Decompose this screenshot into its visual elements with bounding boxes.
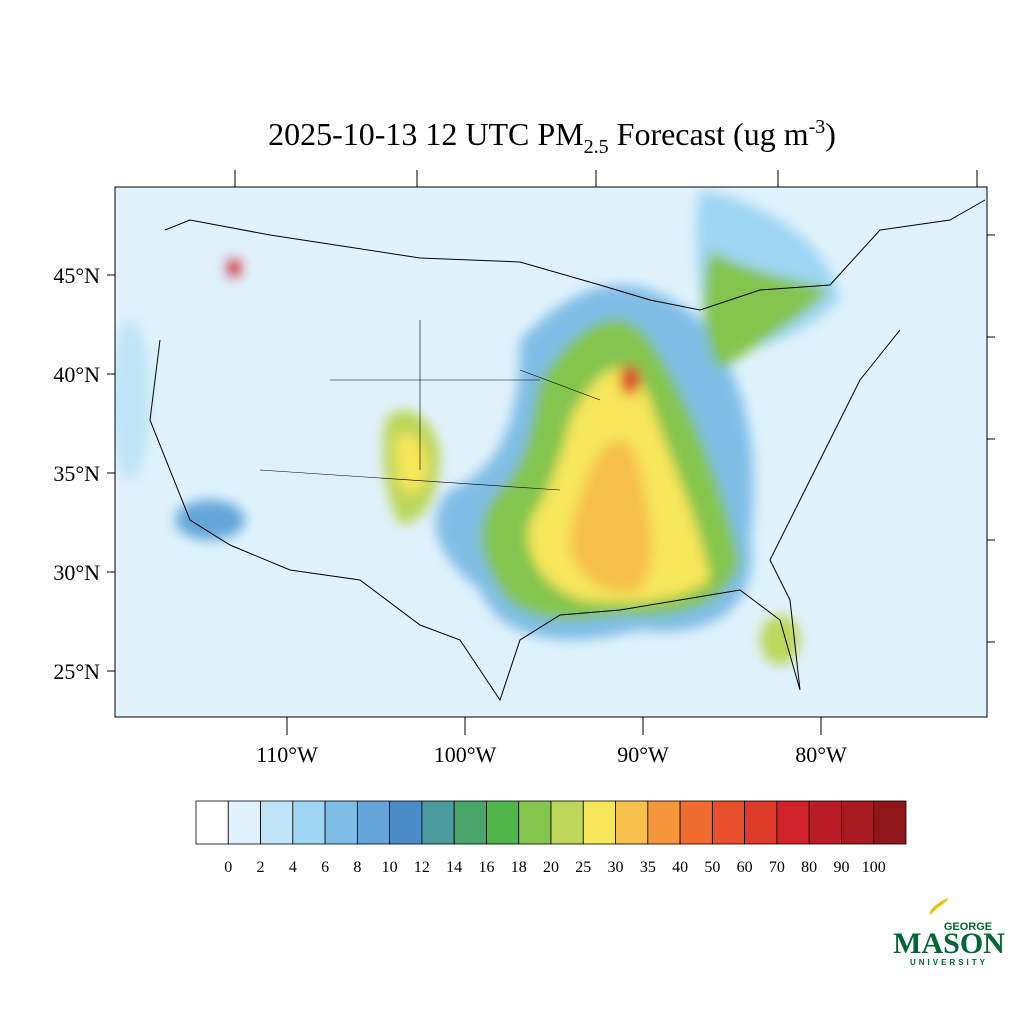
- colorbar-box: [873, 800, 907, 845]
- title-main: 2025-10-13 12 UTC PM: [268, 116, 584, 152]
- colorbar-box: [486, 800, 520, 845]
- colorbar-box: [808, 800, 842, 845]
- colorbar-label: 16: [478, 859, 494, 876]
- colorbar: 0 2 4 6 8 10 12 14 16 18 20 25 30 35 40 50 60 70 80 90 100: [195, 800, 907, 876]
- logo-top: GEORGE: [944, 921, 992, 933]
- map-field: [115, 187, 987, 717]
- title-rest: Forecast (ug m: [609, 116, 809, 152]
- title: 2025-10-13 12 UTC PM2.5 Forecast (ug m-3…: [268, 116, 836, 158]
- colorbar-box: [550, 800, 584, 845]
- colorbar-box: [292, 800, 326, 845]
- colorbar-label: 30: [608, 859, 624, 876]
- colorbar-label: 80: [801, 859, 817, 876]
- colorbar-label: 25: [575, 859, 591, 876]
- colorbar-label: 12: [414, 859, 430, 876]
- colorbar-label: 50: [704, 859, 720, 876]
- colorbar-box: [582, 800, 616, 845]
- logo: GEORGE MASON UNIVERSITY: [893, 898, 1005, 967]
- colorbar-box: [647, 800, 681, 845]
- colorbar-box: [615, 800, 649, 845]
- colorbar-box: [324, 800, 358, 845]
- colorbar-box: [453, 800, 487, 845]
- logo-bottom: UNIVERSITY: [910, 958, 988, 967]
- colorbar-label: 0: [224, 859, 232, 876]
- map-ticks: 45°N 40°N 35°N 30°N 25°N 110°W 100°W 90°W 80°W: [53, 170, 995, 767]
- title-sup: -3: [809, 116, 826, 138]
- colorbar-box: [421, 800, 455, 845]
- lat-label: 40°N: [53, 362, 100, 387]
- colorbar-label: 2: [257, 859, 265, 876]
- colorbar-box: [195, 800, 229, 845]
- map-frame: [114, 186, 988, 718]
- colorbar-label: 35: [640, 859, 656, 876]
- colorbar-label: 40: [672, 859, 688, 876]
- colorbar-box: [679, 800, 713, 845]
- lon-label: 100°W: [434, 742, 497, 767]
- colorbar-label: 20: [543, 859, 559, 876]
- title-sub: 2.5: [584, 136, 609, 158]
- colorbar-label: 14: [446, 859, 462, 876]
- colorbar-box: [744, 800, 778, 845]
- colorbar-label: 6: [321, 859, 329, 876]
- lon-label: 110°W: [256, 742, 318, 767]
- colorbar-box: [389, 800, 423, 845]
- logo-main: MASON: [893, 927, 1005, 960]
- colorbar-label: 90: [833, 859, 849, 876]
- colorbar-label: 10: [382, 859, 398, 876]
- colorbar-box: [260, 800, 294, 845]
- colorbar-box: [356, 800, 391, 845]
- lat-label: 30°N: [53, 560, 100, 585]
- colorbar-box: [518, 800, 552, 845]
- colorbar-label: 18: [511, 859, 527, 876]
- lat-label: 25°N: [53, 659, 100, 684]
- colorbar-label: 4: [289, 859, 297, 876]
- colorbar-label: 8: [353, 859, 361, 876]
- lat-label: 35°N: [53, 461, 100, 486]
- lon-label: 90°W: [617, 742, 669, 767]
- lat-label: 45°N: [53, 263, 100, 288]
- colorbar-label: 70: [769, 859, 785, 876]
- colorbar-box: [711, 800, 746, 845]
- colorbar-box: [841, 800, 875, 845]
- colorbar-box: [227, 800, 261, 845]
- lon-label: 80°W: [795, 742, 847, 767]
- colorbar-label: 100: [862, 859, 886, 876]
- colorbar-box: [776, 800, 810, 845]
- title-close: ): [825, 116, 836, 152]
- colorbar-label: 60: [737, 859, 753, 876]
